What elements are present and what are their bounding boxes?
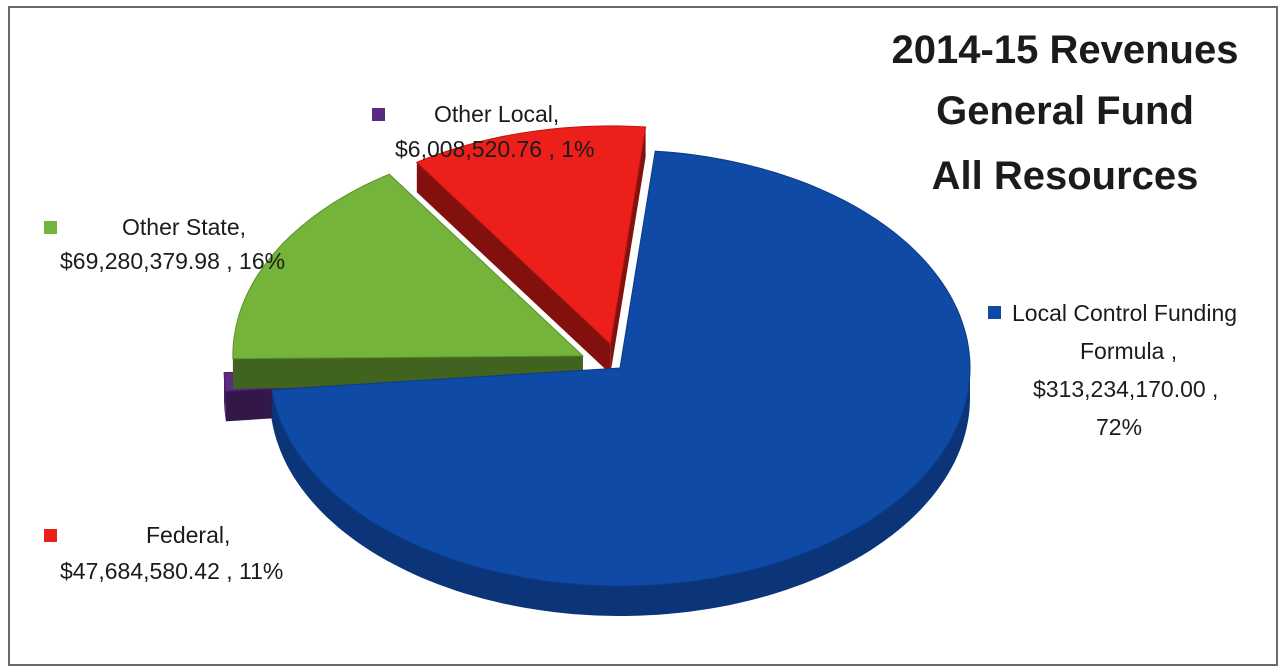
lcff-label-percent: 72% [1096, 414, 1143, 440]
other-local-label-name: Other Local, [434, 101, 560, 127]
chart-title-line-2: General Fund [936, 89, 1194, 133]
federal-label-name: Federal, [146, 522, 231, 548]
slice-face-end [610, 127, 646, 374]
pie-slice-federal [415, 125, 647, 374]
slice-top [415, 125, 647, 345]
other-state-swatch [44, 221, 57, 234]
lcff-swatch [988, 306, 1001, 319]
chart-title-line-3: All Resources [931, 154, 1199, 198]
pie-slice-local-control-funding-formula [271, 150, 971, 616]
chart-title-line-1: 2014-15 Revenues [891, 28, 1239, 72]
slice-top [232, 173, 585, 360]
slice-face-start [416, 162, 611, 374]
other-local-label-value: $6,008,520.76 , 1% [395, 136, 595, 162]
other-state-label-value: $69,280,379.98 , 16% [60, 248, 286, 274]
lcff-label-value: $313,234,170.00 , [1033, 376, 1219, 402]
federal-swatch [44, 529, 57, 542]
other-local-swatch [372, 108, 385, 121]
lcff-label-name-1: Local Control Funding [1012, 300, 1238, 326]
other-state-label-name: Other State, [122, 214, 247, 240]
slice-top [271, 150, 971, 587]
federal-label-value: $47,684,580.42 , 11% [60, 558, 284, 584]
lcff-label-name-2: Formula , [1080, 338, 1178, 364]
pie-slice-other-state [232, 173, 585, 389]
